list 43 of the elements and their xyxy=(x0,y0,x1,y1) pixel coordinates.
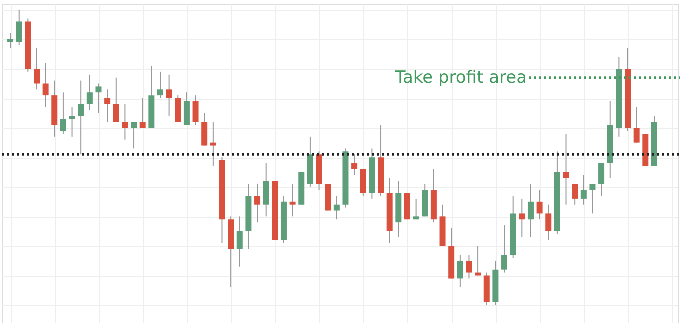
candlestick xyxy=(86,74,93,111)
candlestick xyxy=(352,154,358,176)
candlestick xyxy=(290,184,296,218)
candlestick xyxy=(16,9,22,46)
candlestick xyxy=(184,92,190,126)
candlestick xyxy=(563,133,570,206)
candlestick xyxy=(140,98,146,129)
candlestick xyxy=(502,225,508,274)
candlestick xyxy=(166,74,172,117)
candlestick xyxy=(157,71,164,100)
candlestick xyxy=(42,62,49,108)
candlestick xyxy=(210,122,216,167)
candlestick xyxy=(96,83,102,114)
candlestick xyxy=(634,106,640,144)
candlestick xyxy=(590,184,596,214)
candlestick xyxy=(78,80,84,156)
candlestick xyxy=(122,104,128,140)
candlestick xyxy=(113,77,120,123)
candlestick xyxy=(457,254,464,288)
candlestick xyxy=(202,112,208,146)
candlestick xyxy=(572,184,578,206)
candlestick xyxy=(254,184,261,224)
candlestick xyxy=(413,198,420,220)
candlestick xyxy=(60,92,66,134)
candlestick xyxy=(528,184,534,238)
candlestick xyxy=(34,48,40,90)
candlestick xyxy=(192,95,199,126)
candlestick xyxy=(466,254,472,280)
candlestick xyxy=(175,95,182,123)
candlestick xyxy=(598,163,605,196)
candlestick xyxy=(334,195,340,220)
candlestick xyxy=(519,198,526,238)
candlestick xyxy=(580,174,587,206)
candlestick xyxy=(536,190,543,220)
candlestick xyxy=(104,89,111,123)
candlestick xyxy=(546,204,552,241)
candlestick xyxy=(69,106,76,138)
candlestick xyxy=(131,122,138,150)
candlestick xyxy=(360,168,366,196)
candlestick xyxy=(236,216,243,268)
candlestick xyxy=(263,163,270,218)
ref-line-label: Take profit area xyxy=(394,68,527,88)
candlestick xyxy=(8,33,14,49)
